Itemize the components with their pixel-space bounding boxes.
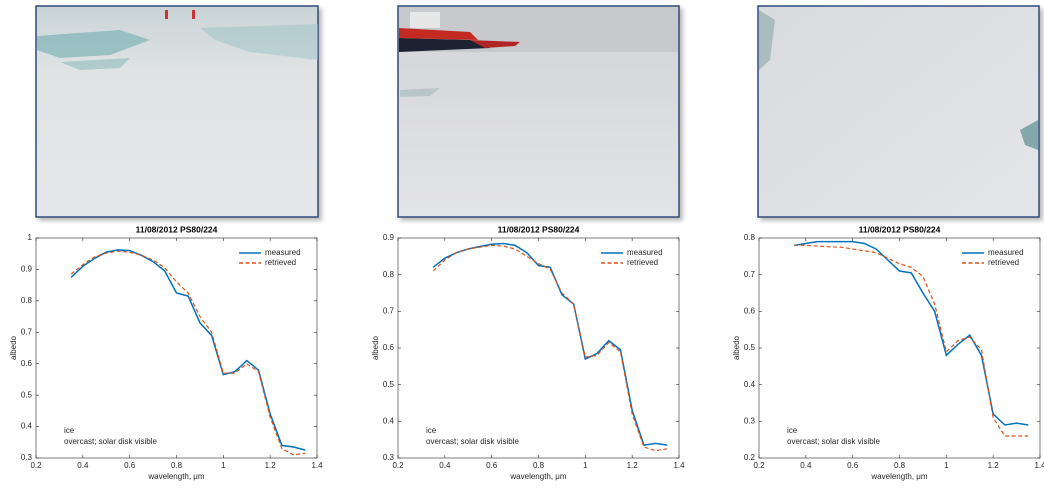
x-tick-label: 1 bbox=[944, 461, 949, 470]
data-line bbox=[794, 244, 1029, 437]
plot-area bbox=[758, 237, 1041, 459]
y-tick-label: 0.7 bbox=[21, 327, 33, 336]
legend-label: retrieved bbox=[627, 258, 658, 267]
y-tick-label: 0.5 bbox=[744, 343, 756, 352]
annotation: overcast; solar disk visible bbox=[426, 437, 519, 446]
y-tick-label: 0.6 bbox=[21, 359, 33, 368]
data-line bbox=[70, 249, 306, 451]
x-axis-label: wavelength, μm bbox=[870, 472, 928, 481]
plot-area bbox=[397, 237, 680, 459]
y-tick-label: 0.7 bbox=[383, 306, 395, 315]
y-axis-label: albedo bbox=[9, 335, 18, 360]
plot-area bbox=[35, 237, 318, 459]
x-tick-label: 0.4 bbox=[439, 461, 451, 470]
y-tick-label: 0.9 bbox=[383, 233, 395, 242]
x-axis-label: wavelength, μm bbox=[147, 472, 205, 481]
y-tick-label: 0.8 bbox=[383, 270, 395, 279]
chart-title: 11/08/2012 PS80/224 bbox=[859, 224, 941, 234]
y-tick-label: 0.6 bbox=[744, 306, 756, 315]
data-line bbox=[432, 244, 668, 452]
annotation: ice bbox=[787, 426, 798, 435]
y-tick-label: 0.5 bbox=[383, 380, 395, 389]
y-tick-label: 0.3 bbox=[383, 453, 395, 462]
annotation: overcast; solar disk visible bbox=[64, 437, 157, 446]
x-axis-label: wavelength, μm bbox=[509, 472, 567, 481]
y-tick-label: 0.8 bbox=[744, 233, 756, 242]
x-tick-label: 0.6 bbox=[847, 461, 859, 470]
y-tick-label: 0.5 bbox=[21, 390, 33, 399]
y-tick-label: 0.6 bbox=[383, 343, 395, 352]
y-axis-label: albedo bbox=[371, 335, 380, 360]
data-line bbox=[794, 240, 1029, 426]
x-tick-label: 0.2 bbox=[753, 461, 765, 470]
x-tick-label: 0.4 bbox=[77, 461, 89, 470]
y-axis-label: albedo bbox=[732, 335, 741, 360]
y-tick-label: 0.9 bbox=[21, 265, 33, 274]
x-tick-label: 0.6 bbox=[486, 461, 498, 470]
x-tick-label: 1.4 bbox=[673, 461, 685, 470]
legend-label: measured bbox=[265, 248, 301, 257]
legend-label: retrieved bbox=[265, 258, 296, 267]
y-tick-label: 0.8 bbox=[21, 296, 33, 305]
x-tick-label: 1 bbox=[221, 461, 226, 470]
x-tick-label: 0.2 bbox=[392, 461, 404, 470]
y-tick-label: 0.4 bbox=[383, 416, 395, 425]
photo bbox=[757, 5, 1040, 218]
x-tick-label: 0.2 bbox=[30, 461, 42, 470]
y-tick-label: 0.3 bbox=[21, 453, 33, 462]
photo bbox=[35, 5, 319, 218]
y-tick-label: 0.3 bbox=[744, 416, 756, 425]
x-tick-label: 1.4 bbox=[311, 461, 323, 470]
legend-label: retrieved bbox=[988, 258, 1019, 267]
x-tick-label: 0.8 bbox=[533, 461, 545, 470]
y-tick-label: 0.4 bbox=[21, 422, 33, 431]
legend-label: measured bbox=[988, 248, 1024, 257]
chart-title: 11/08/2012 PS80/224 bbox=[498, 224, 580, 234]
y-tick-label: 0.2 bbox=[744, 453, 756, 462]
annotation: ice bbox=[64, 426, 75, 435]
y-tick-label: 0.4 bbox=[744, 380, 756, 389]
x-tick-label: 1.2 bbox=[988, 461, 1000, 470]
annotation: overcast; solar disk visible bbox=[787, 437, 880, 446]
y-tick-label: 0.7 bbox=[744, 270, 756, 279]
photo bbox=[397, 5, 680, 218]
chart-title: 11/08/2012 PS80/224 bbox=[136, 224, 218, 234]
x-tick-label: 0.6 bbox=[124, 461, 136, 470]
x-tick-label: 0.8 bbox=[894, 461, 906, 470]
x-tick-label: 1.2 bbox=[265, 461, 277, 470]
x-tick-label: 0.4 bbox=[800, 461, 812, 470]
data-line bbox=[70, 250, 306, 456]
x-tick-label: 1 bbox=[583, 461, 588, 470]
x-tick-label: 0.8 bbox=[171, 461, 183, 470]
x-tick-label: 1.4 bbox=[1034, 461, 1044, 470]
x-tick-label: 1.2 bbox=[627, 461, 639, 470]
legend-label: measured bbox=[627, 248, 663, 257]
annotation: ice bbox=[426, 426, 437, 435]
y-tick-label: 1 bbox=[28, 233, 33, 242]
